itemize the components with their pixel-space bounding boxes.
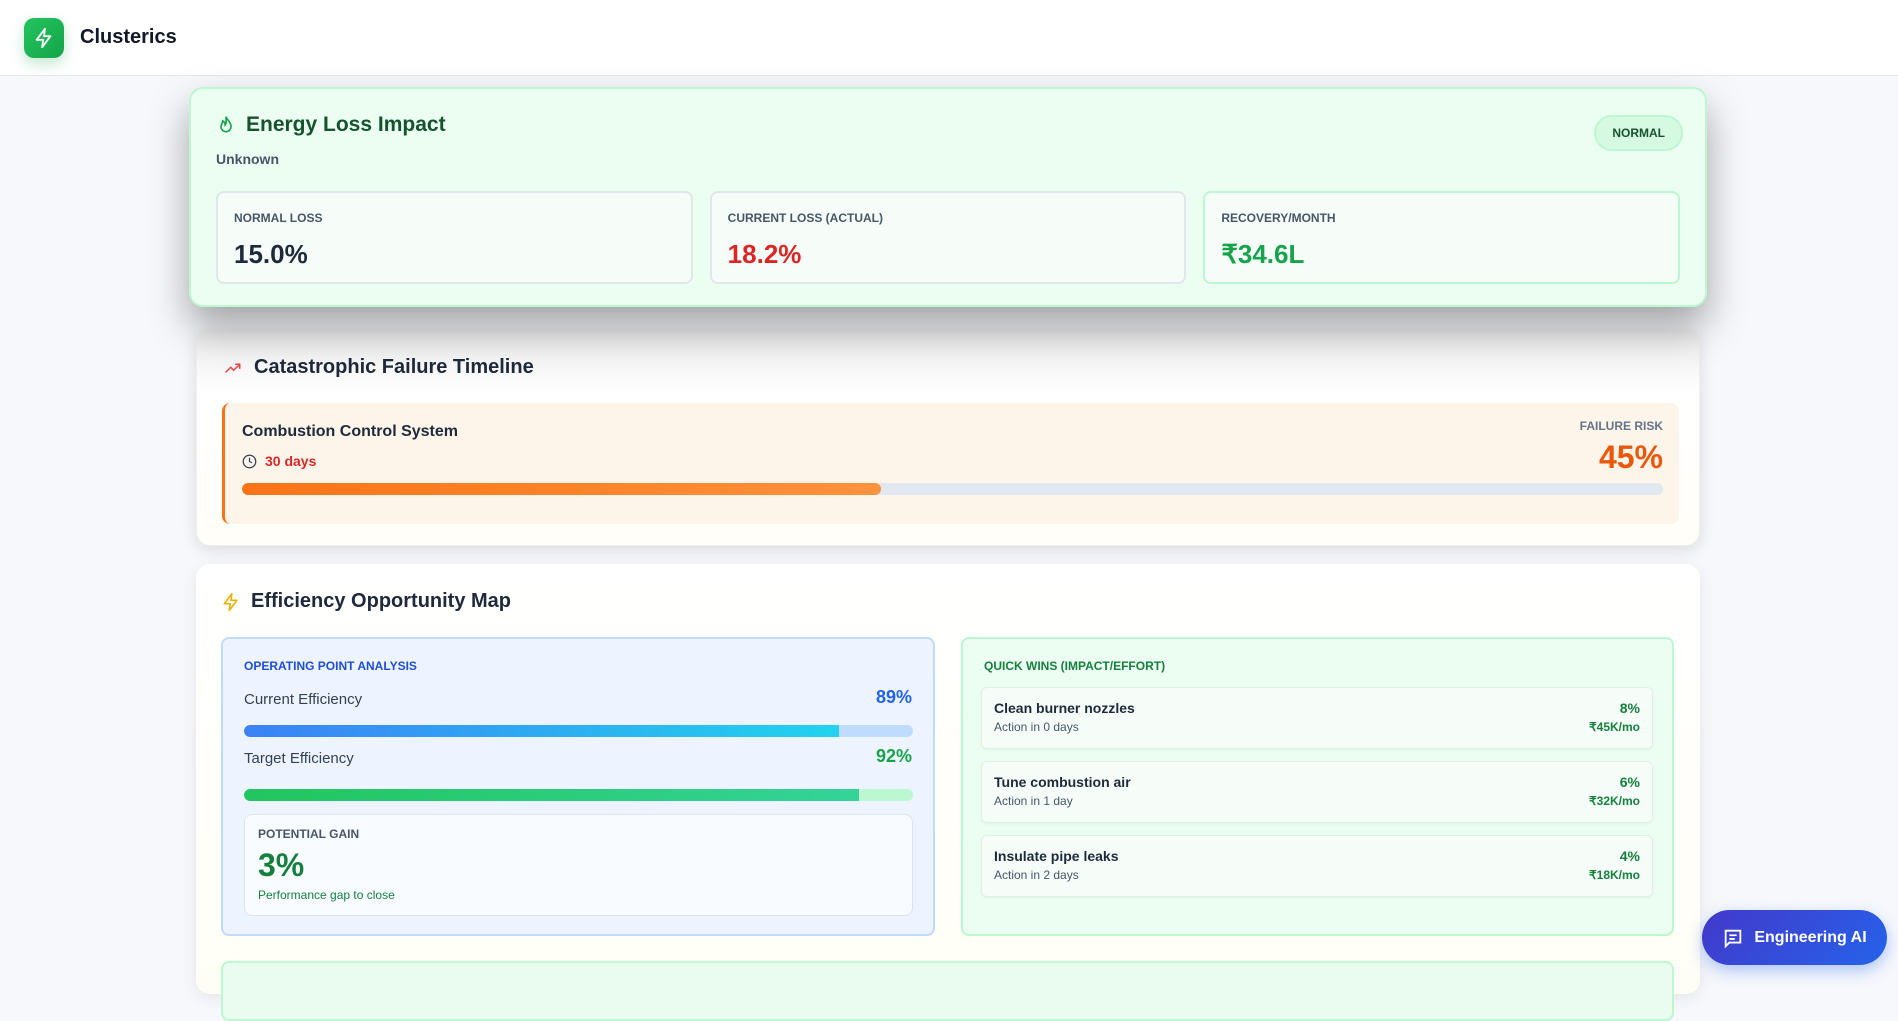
efficiency-map-card: Efficiency Opportunity Map OPERATING POI…	[196, 564, 1700, 1021]
current-efficiency-label: Current Efficiency	[244, 691, 363, 708]
quick-win-action: Action in 0 days	[994, 720, 1079, 734]
timeline-item: Combustion Control System 30 days FAILUR…	[222, 403, 1679, 524]
gain-note: Performance gap to close	[258, 888, 395, 902]
potential-gain-box: POTENTIAL GAIN 3% Performance gap to clo…	[244, 814, 913, 916]
metric-label: NORMAL LOSS	[234, 211, 323, 225]
metric-label: CURRENT LOSS (ACTUAL)	[727, 211, 883, 225]
card-title: Energy Loss Impact	[246, 113, 446, 136]
flame-icon	[220, 116, 232, 133]
bolt-icon[interactable]	[24, 17, 64, 58]
quick-win-name: Tune combustion air	[994, 774, 1131, 790]
metric-value: ₹34.6L	[1221, 239, 1305, 269]
target-efficiency-bar	[244, 789, 913, 801]
target-efficiency-value: 92%	[875, 746, 912, 766]
energy-loss-card: Energy Loss Impact Unknown NORMAL NORMAL…	[189, 87, 1707, 307]
quick-win-action: Action in 1 day	[994, 794, 1073, 808]
card-title: Catastrophic Failure Timeline	[254, 356, 534, 378]
panel-label: QUICK WINS (IMPACT/EFFORT)	[984, 659, 1166, 673]
card-title: Efficiency Opportunity Map	[251, 590, 512, 612]
quick-win-item[interactable]: Tune combustion air Action in 1 day 6% ₹3…	[981, 761, 1653, 823]
risk-value: 45%	[1598, 439, 1663, 475]
engineering-ai-label: Engineering AI	[1754, 928, 1867, 946]
quick-win-action: Action in 2 days	[994, 868, 1079, 882]
trending-up-icon	[224, 363, 241, 373]
energy-subtitle: Unknown	[216, 151, 279, 167]
risk-label: FAILURE RISK	[1579, 419, 1663, 433]
quick-win-name: Insulate pipe leaks	[994, 848, 1119, 864]
chat-icon	[1725, 929, 1742, 948]
quick-win-savings: ₹32K/mo	[1589, 794, 1640, 808]
quick-win-savings: ₹18K/mo	[1589, 868, 1640, 882]
zap-icon	[223, 592, 238, 611]
days-remaining: 30 days	[265, 453, 317, 469]
current-efficiency-fill	[244, 725, 840, 737]
metric-value: 15.0%	[234, 239, 308, 269]
gain-value: 3%	[258, 847, 305, 883]
app-name: Clusterics	[80, 26, 177, 48]
panel-label: OPERATING POINT ANALYSIS	[244, 659, 417, 673]
clock-icon	[242, 454, 257, 468]
status-badge: NORMAL	[1594, 115, 1683, 151]
risk-progress-bar	[242, 483, 1663, 495]
metric-label: RECOVERY/MONTH	[1221, 211, 1336, 225]
system-name: Combustion Control System	[242, 423, 459, 440]
quick-win-item[interactable]: Clean burner nozzles Action in 0 days 8%…	[981, 687, 1653, 749]
app-header: Clusterics	[0, 0, 1898, 76]
next-panel	[221, 961, 1674, 1021]
metric-current-loss: CURRENT LOSS (ACTUAL) 18.2%	[709, 191, 1187, 284]
gain-label: POTENTIAL GAIN	[258, 827, 360, 841]
quick-win-impact: 4%	[1619, 848, 1640, 864]
quick-win-impact: 6%	[1619, 774, 1640, 790]
operating-point-panel: OPERATING POINT ANALYSIS Current Efficie…	[221, 637, 935, 936]
metric-normal-loss: NORMAL LOSS 15.0%	[216, 191, 693, 284]
quick-win-name: Clean burner nozzles	[994, 700, 1135, 716]
target-efficiency-fill	[244, 789, 860, 801]
target-efficiency-label: Target Efficiency	[244, 750, 354, 767]
risk-progress-fill	[242, 483, 882, 495]
failure-timeline-card: Catastrophic Failure Timeline Combustion…	[196, 329, 1700, 546]
quick-wins-panel: QUICK WINS (IMPACT/EFFORT) Clean burner …	[961, 637, 1674, 936]
engineering-ai-button[interactable]: Engineering AI	[1702, 910, 1887, 965]
current-efficiency-bar	[244, 725, 913, 737]
metric-recovery: RECOVERY/MONTH ₹34.6L	[1203, 191, 1681, 284]
current-efficiency-value: 89%	[875, 687, 912, 707]
quick-win-impact: 8%	[1619, 700, 1640, 716]
metric-value: 18.2%	[727, 239, 802, 269]
quick-win-item[interactable]: Insulate pipe leaks Action in 2 days 4% ₹…	[981, 835, 1653, 897]
quick-win-savings: ₹45K/mo	[1589, 720, 1640, 734]
